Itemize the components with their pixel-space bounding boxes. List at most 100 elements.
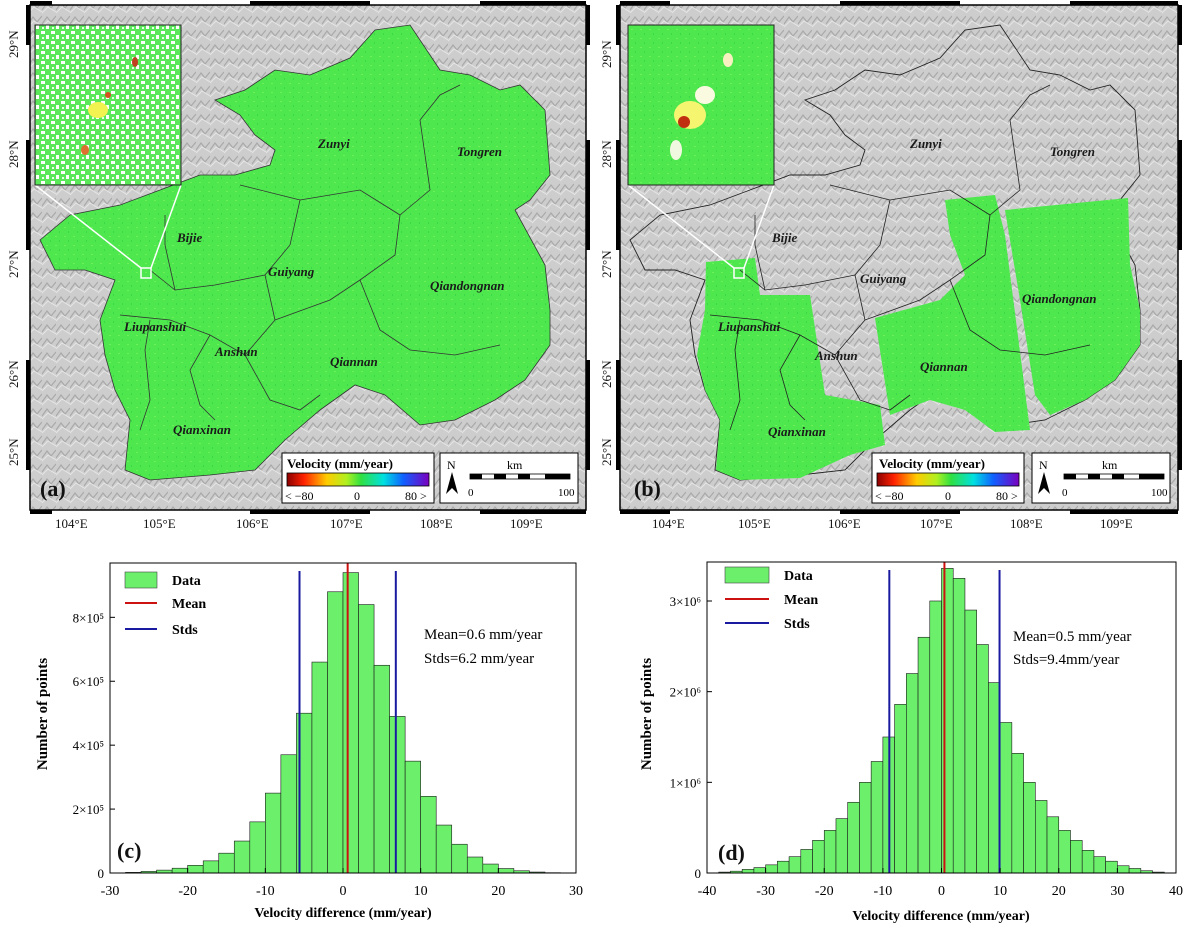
histogram-bar — [358, 604, 375, 874]
lon-tick: 107°E — [920, 516, 953, 531]
colorbar — [286, 472, 430, 487]
lat-tick: 28°N — [6, 140, 21, 168]
north-label: N — [1039, 458, 1048, 472]
histogram-bar — [1035, 800, 1048, 874]
north-scale-a: N km 0 100 — [439, 452, 579, 504]
histogram-bar — [870, 761, 884, 874]
histogram-bar — [988, 682, 1001, 874]
histogram-bar — [373, 664, 390, 874]
map-a-frame-bars — [26, 1, 590, 514]
region-label: Qiandongnan — [1022, 291, 1096, 306]
inset-leader-b2 — [743, 184, 775, 269]
histogram-bar — [976, 644, 989, 874]
histogram-bar — [847, 801, 860, 874]
lon-tick: 105°E — [143, 516, 176, 531]
region-label: Guiyang — [268, 264, 315, 279]
histogram-bar — [1128, 868, 1142, 874]
legend-min: < −80 — [285, 489, 314, 503]
y-tick-label: 1×10⁶ — [670, 775, 701, 790]
legend-label-mean: Mean — [172, 597, 206, 612]
inset-hotspots-b — [670, 53, 733, 160]
map-panel-b: Zunyi Tongren Bijie Guiyang Qiandongnan … — [599, 1, 1182, 531]
region-label: Zunyi — [317, 136, 350, 151]
inset-leader-b1 — [627, 184, 735, 269]
histogram-bar — [435, 824, 453, 874]
stats-annotation-std: Stds=6.2 mm/year — [424, 651, 534, 667]
yticks-d: 0 1×10⁶ 2×10⁶ 3×10⁶ — [670, 594, 712, 881]
legend-max: 80 > — [996, 489, 1018, 503]
lon-tick: 107°E — [330, 516, 363, 531]
histogram-bar — [233, 840, 251, 874]
histogram-bar — [929, 600, 942, 874]
histogram-bar — [741, 869, 755, 874]
region-label: Anshun — [214, 344, 258, 359]
histogram-bar — [859, 782, 872, 874]
scale-bar — [469, 473, 571, 480]
lon-tick: 105°E — [738, 516, 771, 531]
y-tick-label: 4×10⁵ — [73, 738, 104, 753]
lat-tick: 29°N — [6, 30, 21, 58]
x-tick-label: 20 — [1052, 884, 1066, 899]
region-label: Tongren — [1050, 144, 1095, 159]
histogram-bar — [1105, 860, 1118, 874]
x-tick-label: 40 — [1169, 884, 1183, 899]
x-tick-label: 10 — [414, 884, 428, 899]
north-arrow-icon — [446, 472, 458, 494]
legend-swatch-data — [724, 566, 770, 584]
histogram-bar — [812, 840, 825, 874]
lat-tick: 28°N — [599, 140, 614, 168]
region-label: Guiyang — [860, 271, 907, 286]
x-tick-label: -20 — [178, 884, 197, 899]
histogram-bar — [482, 863, 499, 874]
region-boundaries-b — [709, 84, 1091, 431]
histogram-bar — [498, 868, 515, 874]
histogram-bar — [342, 572, 359, 874]
histogram-bar — [941, 568, 954, 874]
x-tick-label: 30 — [569, 884, 583, 899]
histogram-bar — [451, 843, 468, 874]
velocity-legend-a: Velocity (mm/year) < −80 0 80 > — [281, 452, 435, 504]
histogram-bar — [917, 636, 931, 874]
panel-label-b: (b) — [634, 476, 661, 501]
inset-marker-a — [140, 267, 152, 279]
x-tick-label: 0 — [340, 884, 347, 899]
y-tick-label: 6×10⁵ — [73, 674, 104, 689]
histogram-bar — [249, 821, 266, 874]
legend-label-data: Data — [172, 574, 201, 589]
x-tick-label: -30 — [756, 884, 775, 899]
y-axis-label: Number of points — [35, 658, 51, 770]
histogram-bar — [327, 591, 344, 874]
north-scale-b: N km 0 100 — [1031, 452, 1171, 504]
region-label: Qianxinan — [173, 422, 231, 437]
lon-tick: 106°E — [236, 516, 269, 531]
scale-unit: km — [1102, 458, 1118, 472]
region-label: Zunyi — [909, 136, 942, 151]
histogram-bar — [1070, 840, 1083, 874]
swath-central — [875, 195, 1030, 432]
histogram-bar — [389, 716, 406, 874]
scale-bar — [1063, 473, 1165, 480]
x-tick-label: -10 — [874, 884, 893, 899]
inset-hotspots-a — [81, 57, 138, 155]
histogram-bar — [777, 860, 790, 874]
histogram-bar — [187, 865, 204, 874]
x-tick-label: 20 — [491, 884, 505, 899]
panel-label-d: (d) — [718, 840, 745, 865]
inset-leader-a2 — [150, 184, 182, 269]
stats-annotation-std: Stds=9.4mm/year — [1013, 652, 1119, 668]
x-tick-label: -40 — [698, 884, 717, 899]
histogram-bar — [823, 830, 837, 874]
lon-tick: 104°E — [652, 516, 685, 531]
histogram-bar — [753, 867, 766, 874]
histogram-bar — [420, 795, 437, 874]
histogram-bar — [280, 754, 297, 874]
histogram-bar — [765, 864, 778, 874]
region-label: Liupanshui — [717, 319, 781, 334]
legend-d: Data Mean Stds — [724, 566, 818, 632]
histogram-bar — [1011, 753, 1024, 874]
yticks-c: 0 2×10⁵ 4×10⁵ 6×10⁵ 8×10⁵ — [73, 610, 115, 881]
histogram-bar — [1093, 856, 1106, 874]
lon-tick: 109°E — [510, 516, 543, 531]
y-axis-label: Number of points — [639, 658, 655, 770]
